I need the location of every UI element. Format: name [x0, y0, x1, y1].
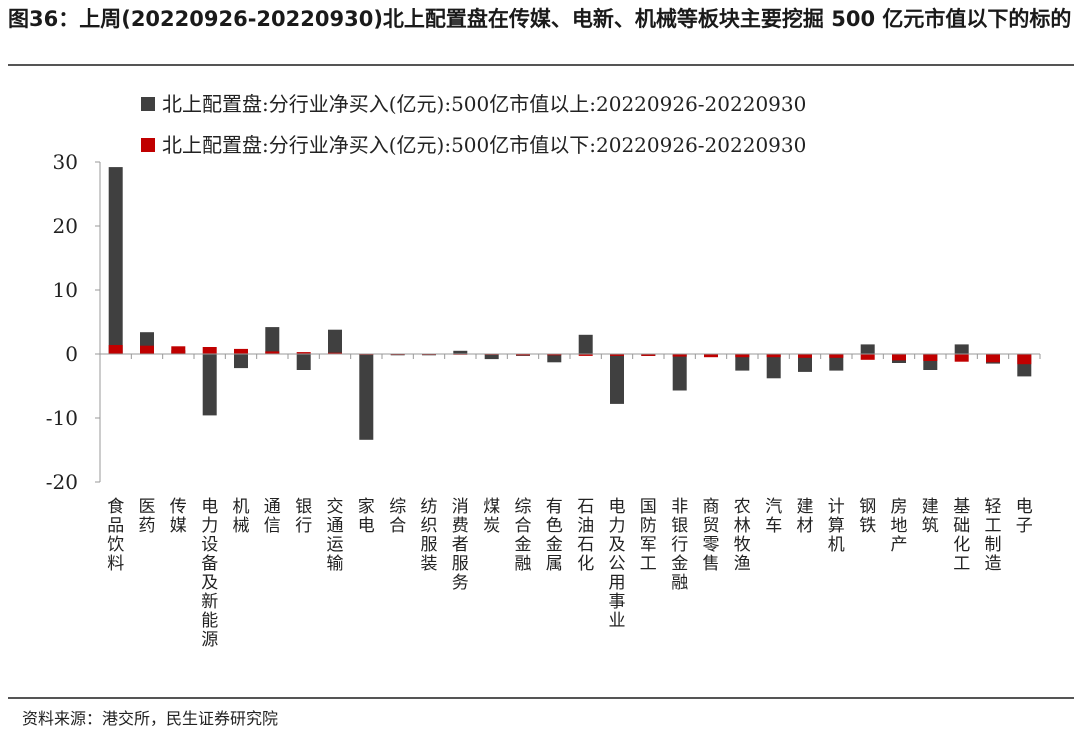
y-tick-label: 0	[65, 342, 78, 366]
x-axis-category-labels: 食品饮料医药传媒电力设备及新能源机械通信银行交通运输家电综合纺织服装消费者服务煤…	[107, 497, 1033, 650]
bar-below-500-1	[108, 345, 123, 354]
bar-above-500-9	[359, 354, 374, 440]
bar-below-500-30	[1017, 354, 1032, 365]
bar-below-500-18	[641, 354, 656, 356]
bar-below-500-8	[328, 352, 342, 354]
figure-title: 图36：上周(20220926-20220930)北上配置盘在传媒、电新、机械等…	[8, 7, 1072, 31]
x-category-label: 汽车	[765, 497, 782, 536]
x-category-label: 交通运输	[327, 497, 344, 574]
bar-below-500-24	[829, 354, 844, 358]
bar-above-500-19	[672, 354, 687, 391]
legend-label-2: 北上配置盘:分行业净买入(亿元):500亿市值以下:20220926-20220…	[162, 133, 806, 157]
bar-below-500-19	[672, 354, 687, 357]
x-category-label: 基础化工	[953, 497, 970, 574]
title-rule	[8, 64, 1074, 66]
x-category-label: 石油石化	[577, 497, 594, 574]
x-category-label: 电力及公用事业	[609, 497, 626, 631]
x-category-label: 计算机	[828, 497, 845, 555]
x-category-label: 非银行金融	[671, 497, 688, 593]
y-tick-label: 20	[53, 214, 78, 238]
bar-below-500-26	[892, 354, 906, 361]
bar-above-500-23	[798, 354, 812, 372]
x-category-label: 农林牧渔	[734, 497, 751, 574]
bar-below-500-2	[140, 345, 154, 354]
x-category-label: 综合金融	[515, 497, 532, 574]
bar-above-500-16	[578, 334, 593, 354]
source-rule	[8, 697, 1074, 699]
bar-above-500-24	[829, 354, 844, 371]
x-category-label: 电子	[1016, 497, 1033, 536]
bar-below-500-25	[860, 354, 875, 360]
x-category-label: 电力设备及新能源	[201, 497, 218, 650]
bar-below-500-3	[171, 346, 186, 354]
bar-above-500-22	[766, 354, 781, 379]
x-category-label: 机械	[233, 497, 250, 536]
x-category-label: 国防军工	[640, 497, 657, 574]
x-category-label: 食品饮料	[107, 497, 124, 574]
y-tick-label: -20	[46, 470, 78, 494]
axes	[99, 162, 1041, 482]
legend: 北上配置盘:分行业净买入(亿元):500亿市值以上:20220926-20220…	[141, 92, 806, 157]
bar-below-500-27	[923, 354, 938, 361]
x-category-label: 房地产	[891, 497, 908, 555]
bar-above-500-8	[328, 329, 342, 354]
bar-below-500-16	[578, 354, 593, 356]
bar-below-500-22	[766, 354, 781, 358]
bar-below-500-21	[735, 354, 750, 358]
y-axis-ticks: -20 -10 0 10 20 30	[46, 150, 100, 494]
bar-below-500-6	[265, 351, 280, 354]
y-tick-label: 10	[53, 278, 78, 302]
bar-above-500-21	[735, 354, 750, 371]
y-tick-label: 30	[53, 150, 78, 174]
bar-above-500-1	[108, 167, 123, 354]
x-category-label: 商贸零售	[703, 497, 720, 574]
x-category-label: 建筑	[922, 497, 939, 536]
bar-above-500-17	[610, 354, 624, 404]
source-note: 资料来源：港交所，民生证券研究院	[22, 709, 279, 728]
bar-below-500-4	[202, 347, 217, 354]
x-category-label: 纺织服装	[421, 497, 438, 574]
bar-above-500-6	[265, 327, 280, 354]
bar-group	[108, 167, 1032, 440]
bar-above-500-5	[234, 354, 248, 369]
bar-below-500-15	[547, 354, 562, 356]
x-category-label: 建材	[797, 497, 814, 536]
x-category-label: 家电	[358, 497, 375, 536]
bar-above-500-12	[453, 350, 468, 354]
x-category-label: 钢铁	[859, 497, 876, 536]
bar-above-500-13	[484, 354, 499, 360]
x-category-label: 消费者服务	[452, 497, 469, 593]
y-tick-label: -10	[46, 406, 78, 430]
x-category-label: 医药	[139, 497, 156, 536]
x-category-label: 银行	[295, 497, 312, 536]
x-category-label: 有色金属	[546, 497, 563, 574]
x-category-label: 轻工制造	[985, 497, 1002, 574]
bar-above-500-25	[860, 344, 875, 354]
x-category-label: 综合	[389, 497, 406, 536]
bar-below-500-20	[704, 354, 718, 358]
bar-below-500-7	[296, 352, 311, 354]
bar-below-500-23	[798, 354, 812, 358]
bar-below-500-5	[234, 348, 248, 354]
x-category-label: 传媒	[170, 497, 187, 536]
bar-below-500-29	[986, 354, 1000, 363]
legend-swatch-1	[141, 97, 155, 111]
bar-above-500-15	[547, 354, 562, 363]
bar-below-500-14	[516, 354, 530, 356]
bar-below-500-17	[610, 354, 624, 356]
bar-above-500-28	[954, 344, 969, 354]
x-category-label: 煤炭	[483, 497, 500, 536]
bar-above-500-7	[296, 354, 311, 370]
legend-swatch-2	[141, 138, 155, 152]
legend-label-1: 北上配置盘:分行业净买入(亿元):500亿市值以上:20220926-20220…	[162, 92, 806, 116]
bar-below-500-28	[954, 354, 969, 362]
bar-above-500-4	[202, 354, 217, 416]
x-category-label: 通信	[264, 497, 281, 536]
